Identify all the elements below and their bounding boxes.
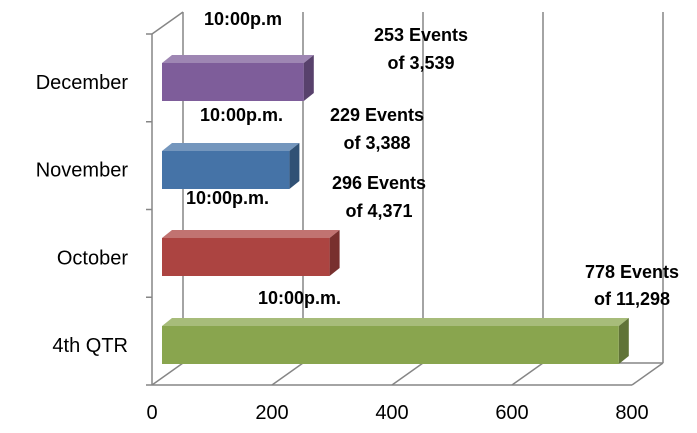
floor-gridline bbox=[511, 362, 544, 386]
total-label: of 3,539 bbox=[387, 53, 454, 73]
bar-top-face bbox=[162, 318, 629, 326]
events-label: 296 Events bbox=[332, 173, 426, 193]
floor-gridline bbox=[391, 362, 424, 386]
bar-top-face bbox=[162, 55, 314, 63]
total-label: of 3,388 bbox=[343, 133, 410, 153]
bar-front-face bbox=[162, 238, 330, 276]
bar-top-face bbox=[162, 230, 340, 238]
bar-november bbox=[162, 143, 300, 189]
bar-side-face bbox=[329, 230, 340, 276]
time-label: 10:00p.m. bbox=[186, 188, 269, 208]
bars bbox=[162, 55, 629, 364]
category-label: November bbox=[36, 160, 129, 182]
total-label: of 4,371 bbox=[345, 201, 412, 221]
bar-4th-qtr bbox=[162, 318, 629, 364]
total-label: of 11,298 bbox=[594, 289, 670, 309]
bar-front-face bbox=[162, 326, 619, 364]
category-label: December bbox=[36, 72, 129, 94]
bar-top-face bbox=[162, 143, 300, 151]
x-tick-label: 600 bbox=[495, 402, 528, 424]
x-tick-label: 0 bbox=[146, 402, 157, 424]
x-tick-label: 200 bbox=[255, 402, 288, 424]
bar-december bbox=[162, 55, 314, 101]
bar-side-face bbox=[289, 143, 300, 189]
floor-gridline bbox=[271, 362, 304, 386]
floor-gridline bbox=[631, 362, 664, 386]
bar-side-face bbox=[303, 55, 314, 101]
events-label: 253 Events bbox=[374, 25, 468, 45]
bar-front-face bbox=[162, 151, 290, 189]
category-label: 4th QTR bbox=[52, 335, 128, 357]
events-label: 229 Events bbox=[330, 105, 424, 125]
x-tick-label: 800 bbox=[615, 402, 648, 424]
time-label: 10:00p.m bbox=[204, 9, 282, 29]
side-wall-top bbox=[151, 11, 184, 35]
category-label: October bbox=[57, 247, 128, 269]
bar-front-face bbox=[162, 63, 304, 101]
time-label: 10:00p.m. bbox=[200, 105, 283, 125]
labels: 0 200 400 600 800 December November October 4th … bbox=[36, 9, 679, 424]
bar-side-face bbox=[618, 318, 629, 364]
bar-october bbox=[162, 230, 340, 276]
x-tick-label: 400 bbox=[375, 402, 408, 424]
floor-left-edge bbox=[151, 362, 184, 386]
time-label: 10:00p.m. bbox=[258, 288, 341, 308]
events-label: 778 Events bbox=[585, 262, 679, 282]
gridlines bbox=[271, 12, 664, 386]
